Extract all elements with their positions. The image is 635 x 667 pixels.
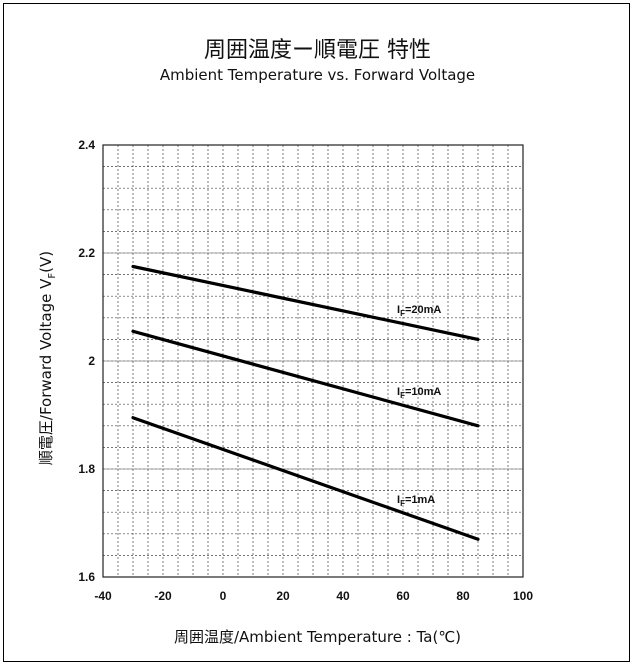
series-label: IF=10mA <box>397 386 441 400</box>
x-tick-label: -40 <box>94 589 112 603</box>
chart-frame <box>3 3 630 662</box>
x-tick-label: 80 <box>456 589 470 603</box>
y-tick-label: 2.4 <box>78 138 95 152</box>
y-tick-label: 2.2 <box>78 246 95 260</box>
x-tick-label: 20 <box>276 589 290 603</box>
x-tick-label: 60 <box>396 589 410 603</box>
plot-border <box>102 144 524 578</box>
y-tick-label: 1.6 <box>78 570 95 584</box>
x-tick-label: 100 <box>513 589 533 603</box>
series-line <box>131 264 480 341</box>
chart-subtitle: Ambient Temperature vs. Forward Voltage <box>159 66 476 84</box>
x-tick-label: 0 <box>220 589 227 603</box>
series-line <box>131 416 480 541</box>
series-label: IF=1mA <box>397 494 435 508</box>
x-tick-label: -20 <box>154 589 172 603</box>
x-axis-label: 周囲温度/Ambient Temperature : Ta(℃) <box>173 628 462 646</box>
series-line <box>131 329 480 428</box>
y-tick-label: 1.8 <box>78 462 95 476</box>
series-label: IF=20mA <box>397 304 441 318</box>
x-tick-label: 40 <box>336 589 350 603</box>
chart-title: 周囲温度ー順電圧 特性 <box>204 38 431 63</box>
y-tick-label: 2 <box>88 354 95 368</box>
